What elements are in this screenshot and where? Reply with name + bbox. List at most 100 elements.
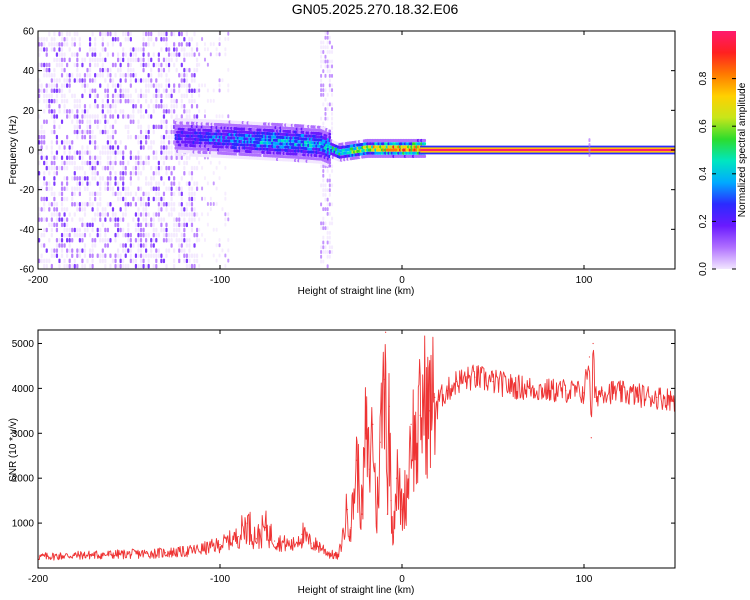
spectrogram-cell [48,93,51,99]
spectrogram-cell [88,165,92,171]
spectrogram-cell [185,181,188,186]
spectrogram-cell [73,201,76,207]
spectrogram-cell [139,47,143,52]
spectrogram-cell [170,181,173,186]
spectrogram-cell [134,253,138,259]
colorbar-tick-label: 0.8 [698,71,709,85]
spectrogram-cell [124,52,127,57]
spectrogram-cell [101,176,104,181]
spectrogram-cell [94,243,97,248]
spectrogram-cell [129,248,132,253]
spectrogram-cell [78,191,81,197]
spectrogram-cell [147,129,150,135]
spectrogram-cell [99,73,102,78]
spectrogram-cell [178,52,181,57]
spectrogram-cell [142,31,145,37]
spectrogram-cell [328,158,332,162]
spectrogram-cell [124,36,127,42]
spectrogram-cell [63,98,66,104]
spectrogram-cell [193,191,196,197]
spectrogram-cell [88,181,92,186]
spectrogram-cell [324,59,327,64]
spectrogram-cell [322,26,324,30]
spectrogram-cell [227,88,230,93]
snr-point [274,540,276,542]
spectrogram-cell [322,216,325,221]
spectrogram-cell [328,254,331,259]
spectrogram-cells [38,26,675,269]
spectrogram-cell [160,98,163,104]
spectrogram-cell [145,217,148,222]
spectrogram-cell [111,62,115,68]
spectrogram-cell [63,83,66,88]
spectrogram-cell [63,196,66,202]
spectrogram-cell [160,176,163,181]
spectrogram-cell [178,201,181,207]
spectrogram-cell [132,165,135,171]
spectrogram-cell [73,155,76,161]
spectrogram-cell [322,59,325,64]
spectrogram-cell [157,201,160,207]
spectrogram-cell [48,258,51,264]
spectrogram-cell [137,134,140,140]
spectrogram-cell [106,165,109,171]
spectrogram-cell [73,227,76,233]
spectrogram-cell [165,248,168,253]
spectrogram-cell [209,160,212,165]
spectrogram-cell [158,31,160,32]
spectrogram-cell [193,165,196,171]
spectrogram-cell [152,171,155,176]
spectrogram-cell [155,263,158,269]
spectrogram-cell [116,67,120,73]
spectrogram-cell [178,191,181,197]
spectrogram-cell [116,253,120,259]
spectrogram-cell [190,186,194,191]
spectrogram-cell [96,57,99,63]
spectrogram-cell [328,132,332,136]
spectrogram-cell [45,119,48,124]
spectrogram-cell [63,212,66,217]
spectrogram-cell [66,98,69,104]
spectrogram-cell [45,227,48,233]
spectrogram-cell [170,31,173,37]
spectrogram-cell [86,119,89,124]
spectrogram-cell [134,258,138,264]
spectrogram-cell [68,238,71,243]
spectrogram-cell [139,238,143,243]
spectrogram-cell [55,212,59,217]
spectrogram-cell [198,88,201,93]
spectrogram-cell [104,150,107,155]
spectrogram-cell [190,93,194,99]
snr-point [588,356,591,358]
spectrogram-cell [193,207,196,212]
spectrogram-cell [106,119,109,124]
spectrogram-cell [150,243,153,248]
spectrogram-cell [139,212,143,217]
spectrogram-cell [53,176,56,181]
spectrogram-cell [58,217,61,222]
spectrogram-cell [180,47,183,52]
spectrogram-cell [201,212,204,217]
spectrogram-cell [122,243,125,248]
spectrogram-cell [147,42,150,47]
spectrogram-cell [66,83,69,88]
spectrogram-cell [38,145,41,150]
spectrogram-cell [94,140,97,145]
spectrogram-cell [224,263,227,268]
spectrogram-cell [198,93,201,98]
spectrogram-cell [165,36,168,42]
spectrogram-cell [165,47,168,52]
spectrogram-cell [183,212,186,217]
spectrogram-cell [326,254,329,259]
spectrogram-cell [76,129,79,135]
spectrogram-cell [145,31,148,37]
spectrogram-cell [326,35,329,40]
spectrogram-cell [88,88,92,94]
spectrogram-cell [183,253,186,259]
spectrogram-cell [175,238,178,243]
spectrogram-cell [71,93,74,99]
spectrogram-cell [324,64,327,69]
spectrogram-cell [53,36,56,42]
spectrogram-cell [142,93,145,99]
snr-point [73,554,75,557]
